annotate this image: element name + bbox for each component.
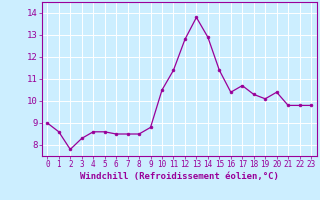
X-axis label: Windchill (Refroidissement éolien,°C): Windchill (Refroidissement éolien,°C) (80, 172, 279, 181)
